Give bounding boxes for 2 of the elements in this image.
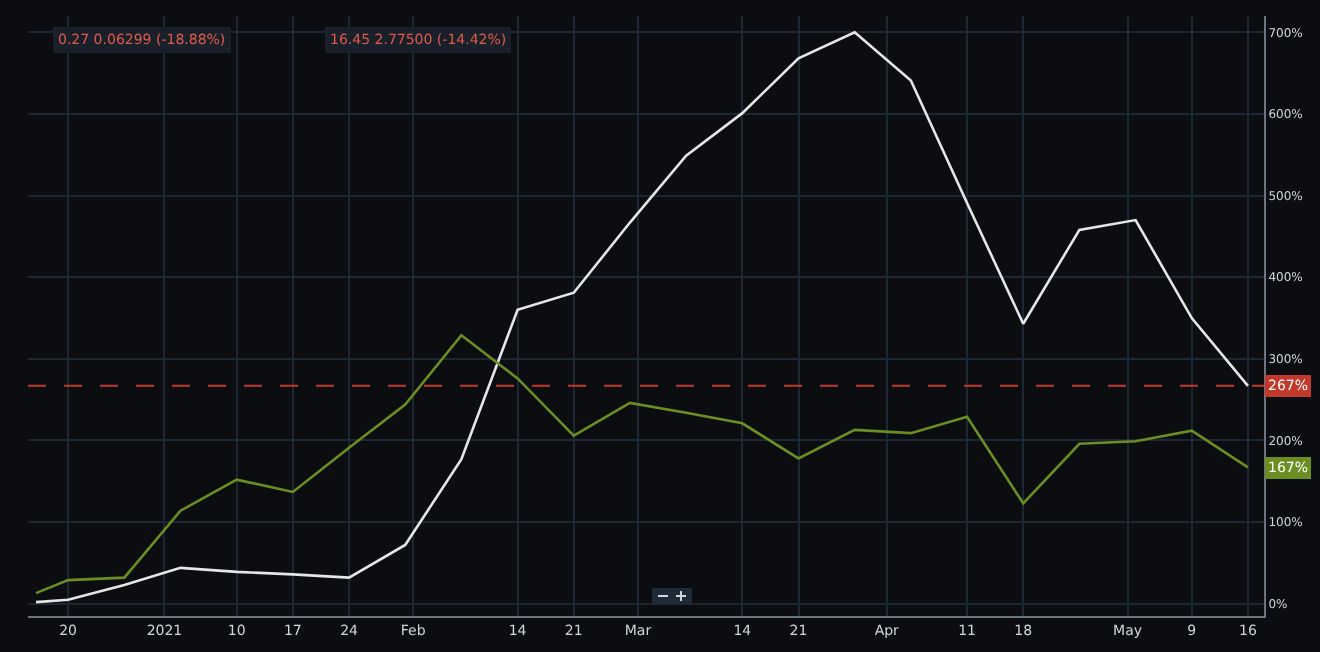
line-series xyxy=(34,31,1250,604)
line-series xyxy=(34,333,1250,595)
